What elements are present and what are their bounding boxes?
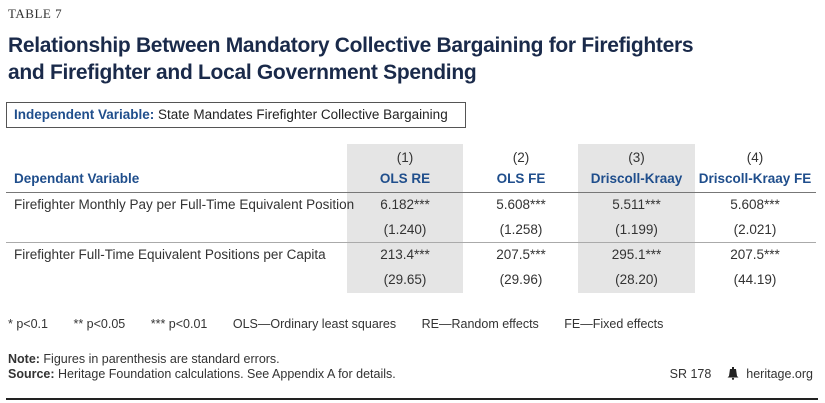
header-rule bbox=[6, 192, 816, 193]
column-1-shading bbox=[347, 144, 463, 293]
row-1-se-1: (1.240) bbox=[383, 222, 427, 237]
table-label: TABLE 7 bbox=[8, 6, 63, 21]
bottom-rule bbox=[6, 398, 818, 400]
title-line-1: Relationship Between Mandatory Collectiv… bbox=[8, 34, 694, 57]
column-4-name: Driscoll-Kraay FE bbox=[698, 171, 812, 186]
note-label: Note: bbox=[8, 352, 40, 366]
independent-variable-value: State Mandates Firefighter Collective Ba… bbox=[158, 107, 448, 122]
dependent-variable-header: Dependant Variable bbox=[14, 171, 140, 186]
legend-item: ** p<0.05 bbox=[73, 317, 126, 331]
column-2-name: OLS FE bbox=[496, 171, 546, 186]
column-1-name: OLS RE bbox=[379, 171, 431, 186]
row-2-se-2: (29.96) bbox=[499, 272, 543, 287]
row-2-label: Firefighter Full-Time Equivalent Positio… bbox=[14, 247, 326, 262]
legend-item: * p<0.1 bbox=[8, 317, 48, 331]
source-text: Heritage Foundation calculations. See Ap… bbox=[54, 367, 396, 381]
note-text: Figures in parenthesis are standard erro… bbox=[39, 352, 280, 366]
column-4-number: (4) bbox=[746, 150, 764, 165]
row-1-label: Firefighter Monthly Pay per Full-Time Eq… bbox=[14, 197, 355, 212]
independent-variable-box: Independent Variable: State Mandates Fir… bbox=[6, 102, 466, 128]
legend-item: FE—Fixed effects bbox=[564, 317, 664, 331]
footer-right: SR 178 heritage.org bbox=[670, 367, 813, 383]
legend-item: RE—Random effects bbox=[421, 317, 539, 331]
row-1-coef-4: 5.608*** bbox=[730, 197, 780, 212]
note-line: Note: Figures in parenthesis are standar… bbox=[8, 352, 280, 366]
row-2-se-4: (44.19) bbox=[733, 272, 777, 287]
row-2-coef-3: 295.1*** bbox=[611, 247, 662, 262]
row-divider bbox=[6, 242, 816, 243]
column-3-name: Driscoll-Kraay bbox=[590, 171, 683, 186]
row-2-se-3: (28.20) bbox=[615, 272, 658, 287]
row-1-se-3: (1.199) bbox=[615, 222, 658, 237]
row-1-coef-1: 6.182*** bbox=[380, 197, 430, 212]
row-2-coef-4: 207.5*** bbox=[730, 247, 780, 262]
row-2-se-1: (29.65) bbox=[383, 272, 427, 287]
column-1-number: (1) bbox=[396, 150, 414, 165]
independent-variable-label: Independent Variable: bbox=[14, 107, 155, 122]
report-id: SR 178 bbox=[669, 367, 712, 381]
row-2-coef-1: 213.4*** bbox=[380, 247, 430, 262]
row-1-coef-3: 5.511*** bbox=[612, 197, 661, 212]
legend-item: OLS—Ordinary least squares bbox=[232, 317, 397, 331]
row-1-se-4: (2.021) bbox=[733, 222, 777, 237]
row-1-se-2: (1.258) bbox=[499, 222, 543, 237]
significance-legend: * p<0.1 ** p<0.05 *** p<0.01 OLS—Ordinar… bbox=[8, 317, 685, 331]
title-line-2: and Firefighter and Local Government Spe… bbox=[8, 61, 477, 84]
column-3-shading bbox=[578, 144, 695, 293]
column-2-number: (2) bbox=[512, 150, 530, 165]
site-link[interactable]: heritage.org bbox=[746, 367, 813, 381]
table-title: Relationship Between Mandatory Collectiv… bbox=[8, 32, 808, 86]
row-1-coef-2: 5.608*** bbox=[496, 197, 546, 212]
source-label: Source: bbox=[8, 367, 55, 381]
legend-item: *** p<0.01 bbox=[150, 317, 208, 331]
column-3-number: (3) bbox=[628, 150, 645, 165]
source-line: Source: Heritage Foundation calculations… bbox=[8, 367, 396, 381]
liberty-bell-icon bbox=[727, 367, 739, 383]
row-2-coef-2: 207.5*** bbox=[496, 247, 546, 262]
